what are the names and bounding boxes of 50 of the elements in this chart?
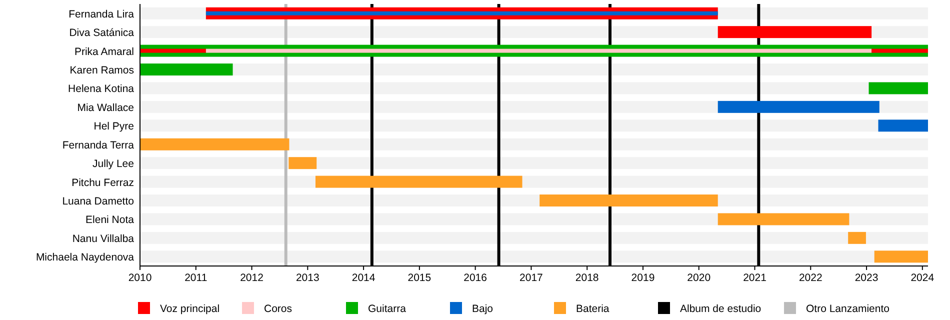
x-tick-label: 2021 [743,272,767,284]
bar [848,232,866,244]
x-tick-label: 2012 [240,272,264,284]
y-tick-label: Karen Ramos [70,64,134,76]
bar [540,194,718,206]
bar [718,26,872,38]
bar [140,138,290,150]
x-tick-label: 2018 [575,272,599,284]
legend-label: Voz principal [160,303,220,315]
y-tick-label: Luana Dametto [62,196,134,208]
x-tick-label: 2020 [687,272,711,284]
y-tick-label: Helena Kotina [68,83,134,96]
y-tick-label: Jully Lee [92,158,134,170]
x-tick-label: 2022 [798,272,822,284]
x-tick-label: 2013 [296,272,320,284]
y-tick-label: Prika Amaral [74,46,134,58]
bar [315,176,522,188]
y-tick-label: Michaela Naydenova [36,252,134,264]
x-tick-label: 2023 [854,272,878,284]
y-tick-label: Mia Wallace [77,102,134,114]
x-tick-label: 2017 [520,272,544,284]
bar [878,120,928,132]
bar [872,48,928,53]
x-tick-label: 2014 [352,272,376,284]
legend-label: Coros [264,303,292,315]
legend-label: Bateria [576,303,610,315]
legend-label: Guitarra [368,303,406,315]
x-tick-label: 2019 [631,272,655,284]
bar [718,213,850,226]
y-tick-label: Eleni Nota [86,214,134,226]
y-tick-label: Nanu Villalba [72,232,134,245]
x-tick-label: 2024 [910,272,934,284]
y-tick-label: Fernanda Lira [68,8,134,20]
legend-label: Album de estudio [680,303,762,315]
x-tick-label: 2015 [408,272,432,284]
x-tick-label: 2016 [464,272,488,284]
y-tick-label: Fernanda Terra [62,139,134,152]
legend-label: Otro Lanzamiento [806,303,890,315]
y-tick-label: Pitchu Ferraz [72,176,134,189]
x-tick-label: 2010 [128,272,152,284]
bar [868,82,928,94]
y-tick-label: Hel Pyre [94,120,134,133]
y-tick-label: Diva Satánica [69,27,134,40]
bar [288,157,317,170]
x-tick-label: 2011 [184,272,208,284]
legend-label: Bajo [472,303,494,315]
bar [718,100,880,113]
bar [874,250,928,263]
bar [206,48,872,53]
bar [140,64,233,76]
